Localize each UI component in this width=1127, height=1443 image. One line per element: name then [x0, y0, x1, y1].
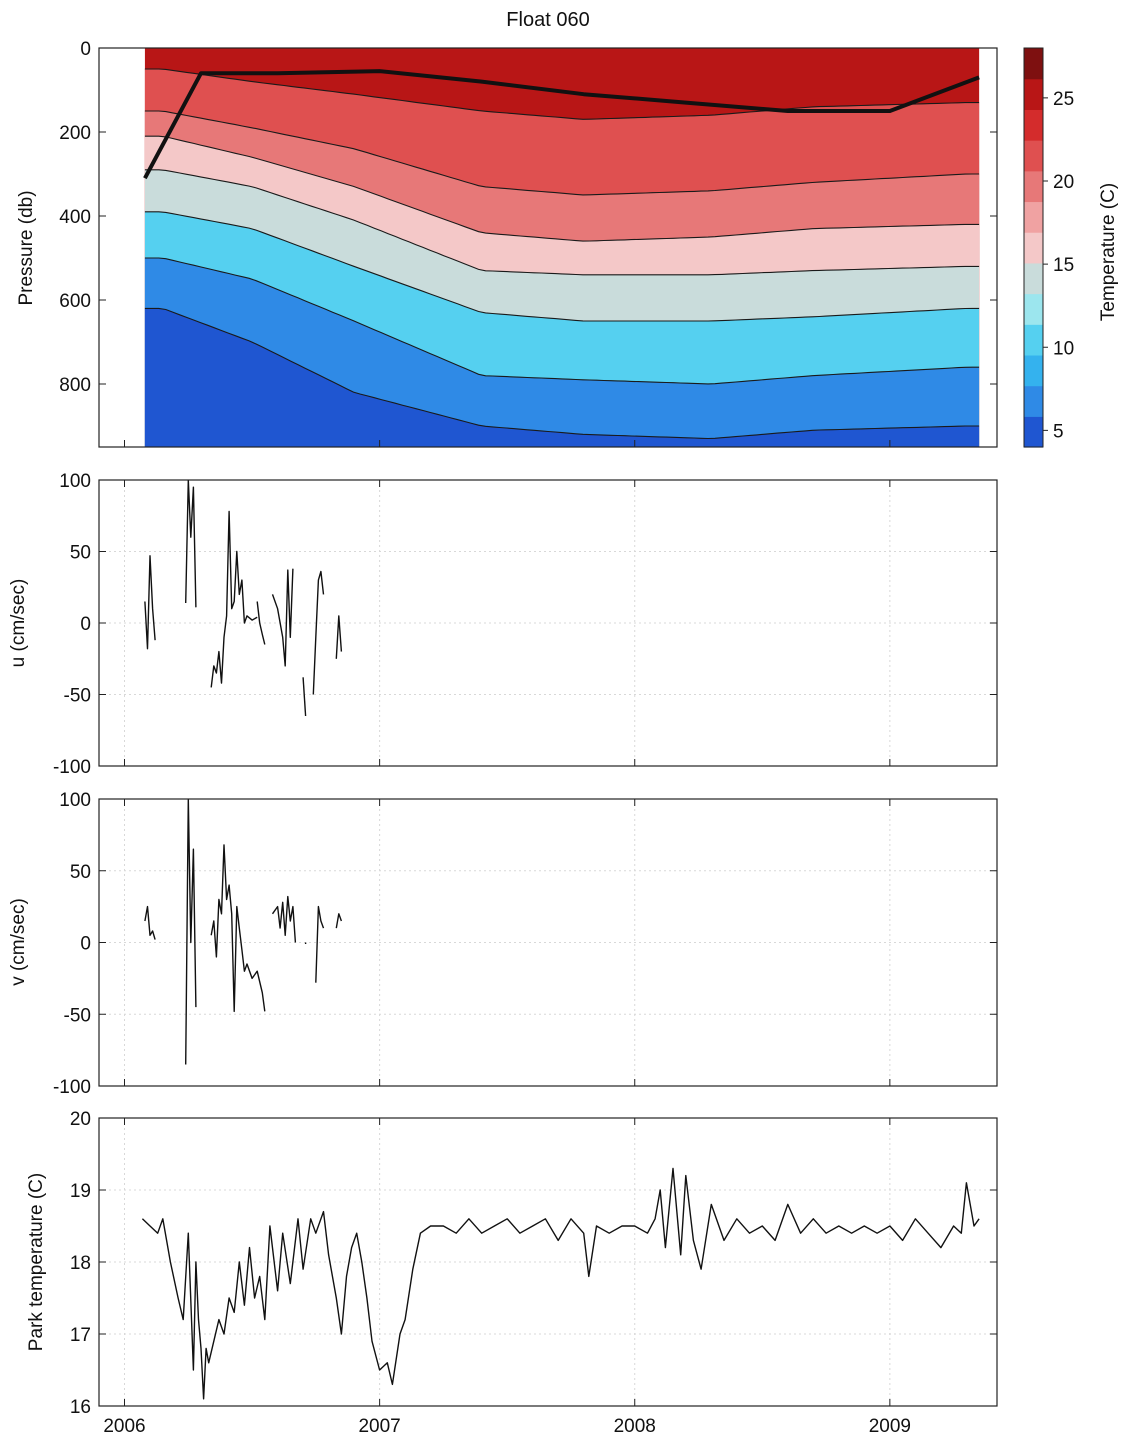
- figure-title: Float 060: [506, 9, 589, 31]
- series-segment: [144, 555, 156, 650]
- pressure-tick-label: 400: [59, 207, 91, 228]
- colorbar-blocks: [1024, 48, 1043, 448]
- series-segment: [210, 844, 266, 1013]
- series-segment: [302, 677, 307, 717]
- colorbar-ticks: 5 10 15 20 25: [1043, 89, 1074, 442]
- y-tick-label: 0: [80, 614, 91, 635]
- colorbar-block: [1024, 109, 1043, 141]
- x-tick-labels: 2006 2007 2008 2009: [103, 1416, 911, 1437]
- isotherm-8C: [144, 257, 980, 385]
- colorbar-tick-label: 20: [1053, 172, 1074, 193]
- y-tick-label: 0: [80, 934, 91, 955]
- y-tick-label: -50: [64, 1005, 91, 1026]
- pressure-tick-label: 200: [59, 123, 91, 144]
- colorbar-tick-label: 25: [1053, 89, 1074, 110]
- series-segment: [185, 799, 197, 1065]
- colorbar-block: [1024, 262, 1043, 295]
- u-velocity-panel: -100 -50 0 50 100 u (cm/sec): [8, 471, 998, 778]
- v-series-line: [144, 799, 343, 1065]
- isotherm-16C: [144, 110, 980, 196]
- isotherm-12C: [144, 169, 980, 276]
- isotherm-contours: [144, 68, 980, 440]
- series-segment: [210, 510, 258, 688]
- pressure-axis-label: Pressure (db): [16, 190, 37, 305]
- series-segment: [335, 913, 343, 929]
- u-ticks: -100 -50 0 50 100: [53, 471, 997, 778]
- mixed-layer-depth-line: [143, 69, 980, 180]
- y-tick-label: 100: [59, 471, 91, 492]
- isotherm-14C: [144, 135, 980, 242]
- isotherm-18C: [144, 68, 980, 120]
- u-series-line: [144, 480, 343, 717]
- colorbar-block: [1024, 232, 1043, 264]
- y-tick-label: 17: [70, 1325, 91, 1346]
- isotherm-10C: [144, 211, 980, 322]
- colorbar-frame: [1023, 47, 1044, 448]
- colorbar-block: [1024, 354, 1043, 387]
- colorbar-tick-label: 5: [1053, 421, 1064, 442]
- y-tick-label: 20: [70, 1109, 91, 1130]
- y-tick-label: -50: [64, 686, 91, 707]
- y-tick-label: 50: [70, 543, 91, 564]
- x-tick-label: 2006: [103, 1416, 145, 1437]
- temperature-colorbar: 5 10 15 20 25 Temperature (C): [1023, 47, 1119, 448]
- park-temperature-ticks: 16 17 18 19 20: [70, 1109, 997, 1418]
- isotherm-6C: [144, 307, 980, 440]
- x-tick-label: 2008: [614, 1416, 656, 1437]
- temperature-section-panel: 0 200 400 600 800 Pressure (db): [16, 39, 998, 448]
- x-tick-label: 2007: [358, 1416, 400, 1437]
- colorbar-block: [1024, 324, 1043, 356]
- v-ticks: -100 -50 0 50 100: [53, 790, 997, 1098]
- y-tick-label: 100: [59, 790, 91, 811]
- y-tick-label: 18: [70, 1253, 91, 1274]
- colorbar-block: [1024, 293, 1043, 325]
- panel-1-frame: [98, 47, 998, 448]
- series-segment: [315, 905, 325, 983]
- v-axis-label: v (cm/sec): [8, 898, 29, 986]
- colorbar-block: [1024, 416, 1043, 448]
- x-tick-label: 2009: [869, 1416, 911, 1437]
- colorbar-block: [1024, 385, 1043, 417]
- temperature-band-below-6C: [144, 308, 980, 447]
- panel-2-background: [99, 480, 997, 766]
- colorbar-block: [1024, 170, 1043, 203]
- y-tick-label: -100: [53, 1077, 91, 1098]
- colorbar-tick-label: 15: [1053, 255, 1074, 276]
- park-temperature-grid: [99, 1118, 997, 1406]
- colorbar-block: [1024, 78, 1043, 110]
- pressure-tick-label: 800: [59, 375, 91, 396]
- series-segment: [271, 568, 294, 667]
- series-segment: [144, 905, 156, 940]
- colorbar-tick-label: 10: [1053, 338, 1074, 359]
- colorbar-block: [1024, 140, 1043, 172]
- colorbar-block: [1024, 48, 1043, 80]
- mixed-layer-depth: [143, 69, 980, 180]
- series-segment: [256, 601, 266, 645]
- pressure-tick-label: 0: [80, 39, 91, 60]
- series-segment: [271, 895, 297, 943]
- colorbar-label: Temperature (C): [1098, 183, 1119, 321]
- temperature-bands: [144, 48, 980, 447]
- y-tick-label: -100: [53, 757, 91, 778]
- panel-3-background: [99, 799, 997, 1086]
- panel-4-background: [99, 1118, 997, 1406]
- u-axis-label: u (cm/sec): [8, 579, 29, 668]
- series-segment: [185, 480, 197, 608]
- v-velocity-panel: -100 -50 0 50 100 v (cm/sec): [8, 790, 998, 1098]
- y-tick-label: 16: [70, 1397, 91, 1418]
- pressure-tick-label: 600: [59, 291, 91, 312]
- park-temperature-panel: 16 17 18 19 20 Park temperature (C): [26, 1109, 998, 1418]
- park-temperature-series-line: [141, 1167, 980, 1400]
- colorbar-block: [1024, 201, 1043, 233]
- y-tick-label: 50: [70, 862, 91, 883]
- pressure-ticks: 0 200 400 600 800: [59, 39, 997, 447]
- series-segment: [312, 570, 325, 695]
- y-tick-label: 19: [70, 1181, 91, 1202]
- series-segment: [335, 615, 343, 659]
- park-temperature-axis-label: Park temperature (C): [26, 1173, 47, 1351]
- series-segment: [141, 1167, 980, 1400]
